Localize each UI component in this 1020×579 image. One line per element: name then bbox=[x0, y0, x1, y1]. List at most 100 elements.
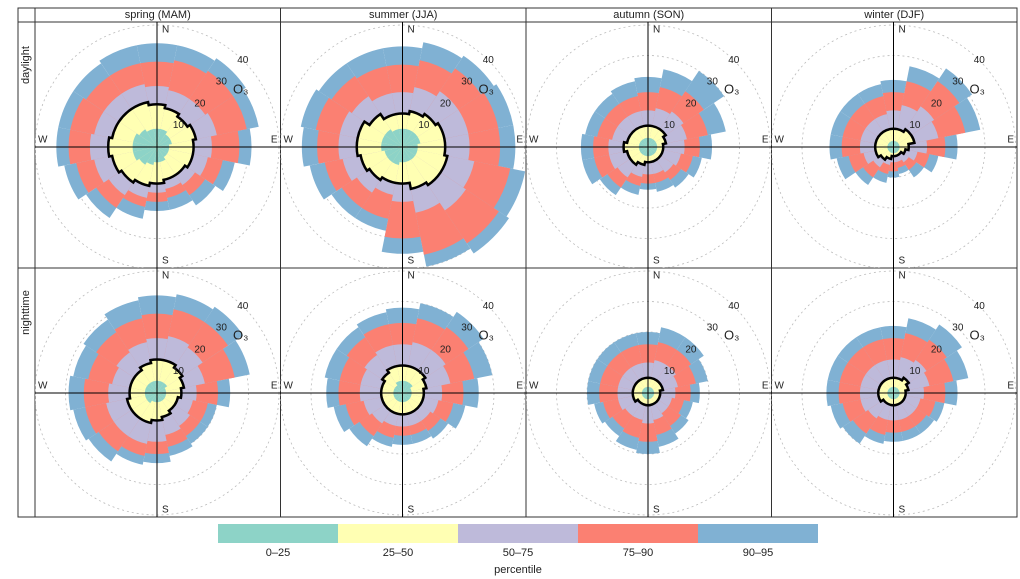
percentile-wedge bbox=[402, 381, 410, 393]
direction-label: W bbox=[775, 135, 785, 146]
direction-label: E bbox=[271, 135, 278, 146]
percentile-wedge bbox=[888, 141, 894, 147]
ring-label: 20 bbox=[194, 98, 206, 109]
row-label: daylight bbox=[20, 46, 32, 84]
ring-label: 20 bbox=[440, 98, 452, 109]
percentile-wedge bbox=[642, 389, 648, 393]
ring-label: 40 bbox=[974, 301, 986, 312]
percentile-wedge bbox=[157, 147, 168, 158]
percentile-wedge bbox=[648, 387, 654, 393]
percentile-wedge bbox=[157, 381, 164, 393]
ring-label: 20 bbox=[685, 344, 697, 355]
percentile-wedge bbox=[890, 147, 894, 153]
percentile-wedge bbox=[387, 147, 403, 163]
pollutant-label: O₃ bbox=[724, 327, 739, 342]
direction-label: E bbox=[1007, 381, 1014, 392]
legend-label: 0–25 bbox=[266, 547, 290, 559]
percentile-wedge bbox=[640, 139, 648, 147]
panel: 10 20 30 40 O₃ N E S W bbox=[35, 268, 281, 517]
panel: 10 20 30 40 O₃ N E S W bbox=[526, 22, 772, 268]
pollutant-label: O₃ bbox=[233, 327, 248, 342]
ring-label: 10 bbox=[418, 366, 430, 377]
ring-label: 20 bbox=[931, 344, 943, 355]
percentile-wedge bbox=[893, 147, 899, 153]
ring-label: 40 bbox=[728, 55, 740, 66]
ring-label: 30 bbox=[461, 323, 473, 334]
pollutant-label: O₃ bbox=[479, 327, 494, 342]
percentile-wedge bbox=[157, 138, 172, 147]
percentile-wedge bbox=[648, 147, 654, 156]
column-label: winter (DJF) bbox=[863, 9, 924, 21]
percentile-wedge bbox=[893, 147, 897, 153]
percentile-wedge bbox=[893, 141, 899, 147]
percentile-wedge bbox=[648, 147, 657, 153]
pollutant-label: O₃ bbox=[970, 327, 985, 342]
direction-label: N bbox=[899, 271, 906, 282]
direction-label: S bbox=[899, 505, 906, 516]
percentile-wedge bbox=[150, 381, 157, 393]
percentile-wedge bbox=[151, 393, 157, 402]
percentile-wedge bbox=[402, 147, 416, 160]
percentile-wedge bbox=[402, 147, 418, 156]
percentile-wedge bbox=[648, 389, 654, 393]
percentile-wedge bbox=[642, 387, 648, 393]
legend-label: 50–75 bbox=[503, 547, 534, 559]
median-line bbox=[631, 376, 665, 407]
ring-label: 30 bbox=[707, 323, 719, 334]
legend-swatch bbox=[458, 524, 578, 543]
median-line bbox=[873, 127, 916, 162]
percentile-wedge bbox=[146, 147, 157, 165]
panel: 10 20 30 40 O₃ N E S W bbox=[35, 22, 281, 268]
ring-label: 20 bbox=[685, 98, 697, 109]
percentile-wedge bbox=[644, 387, 648, 393]
percentile-wedge bbox=[888, 147, 894, 153]
percentile-wedge bbox=[893, 143, 900, 147]
percentile-wedge bbox=[893, 387, 897, 393]
percentile-wedge bbox=[648, 387, 652, 393]
ring-label: 40 bbox=[237, 55, 249, 66]
column-label: summer (JJA) bbox=[369, 9, 437, 21]
ring-label: 40 bbox=[483, 55, 495, 66]
direction-label: E bbox=[762, 135, 769, 146]
median-line bbox=[877, 376, 911, 407]
direction-label: N bbox=[162, 25, 169, 36]
percentile-wedge bbox=[893, 389, 900, 393]
percentile-wedge bbox=[890, 393, 894, 399]
direction-label: W bbox=[529, 381, 539, 392]
percentile-wedge bbox=[157, 393, 166, 399]
direction-label: S bbox=[899, 256, 906, 267]
direction-label: E bbox=[271, 381, 278, 392]
pollutant-label: O₃ bbox=[233, 81, 248, 96]
percentile-wedge bbox=[157, 134, 170, 147]
percentile-wedge bbox=[887, 143, 894, 147]
direction-label: S bbox=[162, 256, 169, 267]
median-line bbox=[379, 364, 428, 416]
percentile-wedge bbox=[384, 129, 403, 147]
row-label: nighttime bbox=[20, 290, 32, 335]
panel: 10 20 30 40 O₃ N E S W bbox=[280, 268, 526, 517]
median-line bbox=[106, 100, 198, 188]
percentile-wedge bbox=[642, 147, 648, 156]
direction-label: W bbox=[529, 135, 539, 146]
percentile-wedge bbox=[392, 129, 403, 147]
percentile-wedge bbox=[640, 147, 648, 155]
percentile-wedge bbox=[393, 387, 403, 393]
ring-label: 20 bbox=[440, 344, 452, 355]
direction-label: N bbox=[408, 271, 415, 282]
percentile-wedge bbox=[157, 382, 168, 393]
direction-label: S bbox=[653, 505, 660, 516]
percentile-wedge bbox=[648, 138, 654, 147]
direction-label: E bbox=[516, 381, 523, 392]
ring-label: 10 bbox=[664, 120, 676, 131]
percentile-wedge bbox=[402, 129, 413, 147]
percentile-wedge bbox=[133, 133, 157, 147]
ring-label: 40 bbox=[483, 301, 495, 312]
percentile-wedge bbox=[642, 138, 648, 147]
percentile-wedge bbox=[887, 393, 894, 397]
percentile-wedge bbox=[145, 393, 157, 400]
column-label: autumn (SON) bbox=[613, 9, 684, 21]
percentile-wedge bbox=[893, 147, 900, 151]
percentile-wedge bbox=[887, 147, 894, 151]
median-line bbox=[125, 358, 186, 425]
direction-label: N bbox=[899, 25, 906, 36]
